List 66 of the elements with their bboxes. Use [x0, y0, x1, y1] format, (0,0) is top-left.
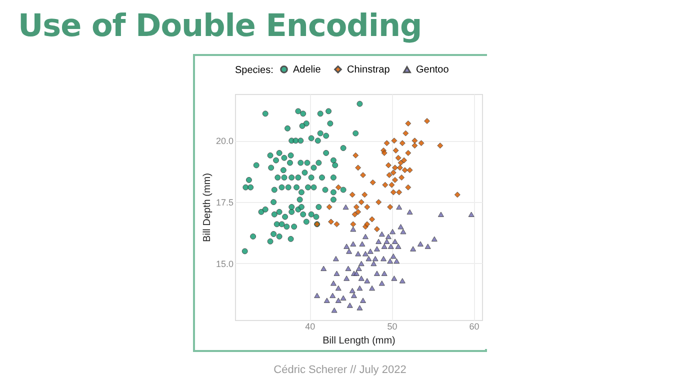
point	[360, 172, 366, 178]
point	[369, 216, 376, 222]
point	[401, 157, 408, 164]
point	[405, 150, 412, 156]
point	[454, 192, 460, 198]
point	[326, 204, 332, 210]
point	[402, 167, 408, 174]
x-tick-label: 60	[469, 322, 480, 332]
text: Cédric Scherer // July 2022	[272, 364, 408, 376]
point	[382, 182, 388, 188]
point	[402, 130, 409, 136]
point	[424, 118, 430, 124]
point	[388, 182, 395, 188]
point	[386, 172, 392, 178]
point	[418, 140, 424, 146]
point	[353, 204, 360, 210]
legend-label: Chinstrap	[347, 64, 390, 76]
point	[355, 208, 362, 215]
point	[406, 167, 413, 174]
point	[387, 204, 394, 210]
point	[370, 179, 376, 186]
legend-label: Adelie	[293, 64, 322, 76]
point	[384, 140, 390, 146]
point	[390, 189, 396, 196]
point	[334, 221, 340, 228]
point	[349, 192, 356, 198]
y-tick-label: 15.0	[216, 259, 234, 269]
point	[352, 152, 359, 158]
chart-title: Use of Double Encoding	[18, 8, 422, 44]
legend-title: Species:	[235, 65, 274, 76]
point	[405, 184, 412, 190]
point	[398, 174, 405, 181]
y-tick-label: 17.5	[216, 198, 234, 208]
point	[364, 221, 370, 228]
point	[399, 140, 406, 146]
point	[392, 148, 399, 154]
point	[396, 189, 402, 196]
point	[412, 142, 418, 149]
point	[412, 138, 418, 144]
y-axis-title: Bill Depth (mm)	[202, 173, 213, 242]
point	[396, 164, 403, 171]
point	[381, 150, 388, 156]
x-axis-title: Bill Length (mm)	[322, 336, 396, 346]
point	[385, 162, 392, 168]
point	[335, 184, 342, 190]
point	[328, 218, 334, 225]
point	[395, 154, 402, 161]
point	[376, 199, 382, 206]
x-tick-label: 50	[387, 322, 398, 332]
point	[398, 160, 404, 166]
point	[352, 211, 358, 218]
point	[437, 142, 444, 149]
x-tick-label: 40	[305, 322, 316, 332]
point	[390, 170, 396, 176]
y-tick-label: 20.0	[216, 136, 234, 146]
point	[392, 176, 398, 183]
point	[405, 120, 412, 126]
point	[391, 138, 398, 144]
legend-label: Gentoo	[416, 64, 450, 76]
point	[358, 199, 364, 206]
point	[392, 164, 398, 171]
point	[374, 226, 380, 232]
point	[350, 221, 356, 228]
point	[364, 204, 370, 210]
point	[355, 164, 362, 171]
point	[362, 192, 368, 198]
